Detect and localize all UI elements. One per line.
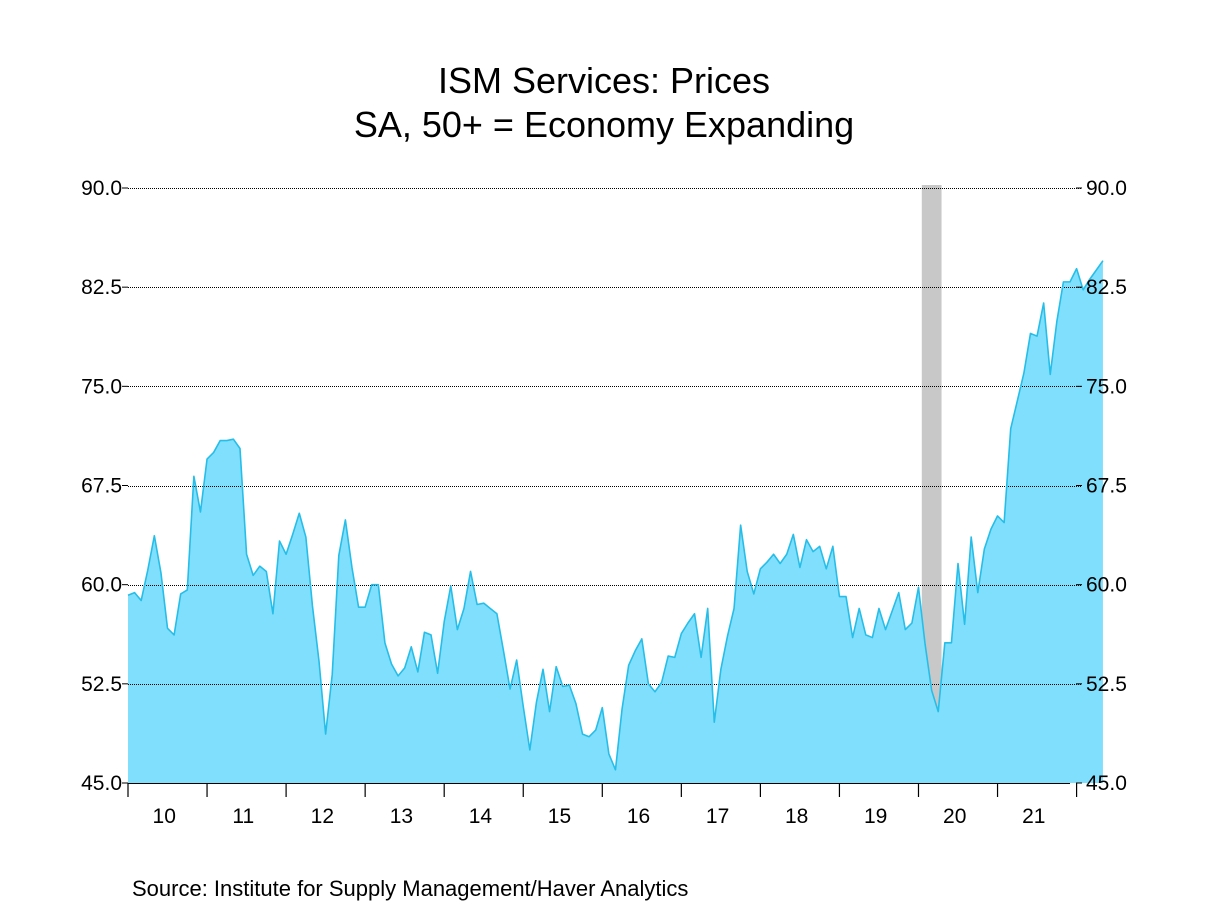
label-layer: 90.0 90.0 82.5 82.5 75.0 75.0 67.5 67.5 60.0 60.0…: [81, 177, 1127, 828]
x-tick-label: 14: [469, 805, 493, 828]
y-tick-label-left: 82.5: [81, 276, 122, 299]
x-tick-label: 12: [311, 805, 334, 828]
y-tick-label-right: 60.0: [1086, 574, 1127, 597]
grid-layer: [128, 188, 1082, 685]
x-tick-label: 15: [548, 805, 571, 828]
area-layer: [128, 260, 1103, 784]
y-tick-label-left: 52.5: [81, 673, 122, 696]
x-tick-label: 13: [390, 805, 413, 828]
y-tick-label-right: 67.5: [1086, 475, 1127, 498]
recession-bar: [921, 185, 942, 783]
chart-subtitle: SA, 50+ = Economy Expanding: [353, 104, 855, 145]
recession-layer: [921, 185, 942, 783]
chart-title: ISM Services: Prices: [437, 60, 771, 101]
x-tick-label: 20: [943, 805, 966, 828]
y-tick-label-left: 67.5: [81, 475, 122, 498]
y-tick-label-right: 52.5: [1086, 673, 1127, 696]
axis-layer: [122, 187, 1082, 797]
x-tick-label: 18: [785, 805, 808, 828]
y-tick-label-right: 82.5: [1086, 276, 1127, 299]
x-tick-label: 11: [232, 805, 254, 828]
line-layer: [127, 260, 1104, 771]
x-tick-label: 21: [1022, 805, 1045, 828]
y-tick-label-left: 60.0: [81, 574, 122, 597]
y-tick-label-left: 45.0: [81, 772, 122, 795]
source-note: Source: Institute for Supply Management/…: [132, 876, 689, 901]
series-area: [128, 260, 1103, 784]
y-tick-label-left: 90.0: [81, 177, 122, 200]
y-tick-label-left: 75.0: [81, 375, 122, 398]
y-tick-label-right: 75.0: [1086, 375, 1127, 398]
series-line: [127, 260, 1104, 771]
y-tick-label-right: 45.0: [1086, 772, 1127, 795]
x-tick-label: 19: [864, 805, 887, 828]
y-tick-label-right: 90.0: [1086, 177, 1127, 200]
x-tick-label: 10: [153, 805, 176, 828]
x-tick-label: 16: [627, 805, 650, 828]
x-tick-label: 17: [706, 805, 729, 828]
